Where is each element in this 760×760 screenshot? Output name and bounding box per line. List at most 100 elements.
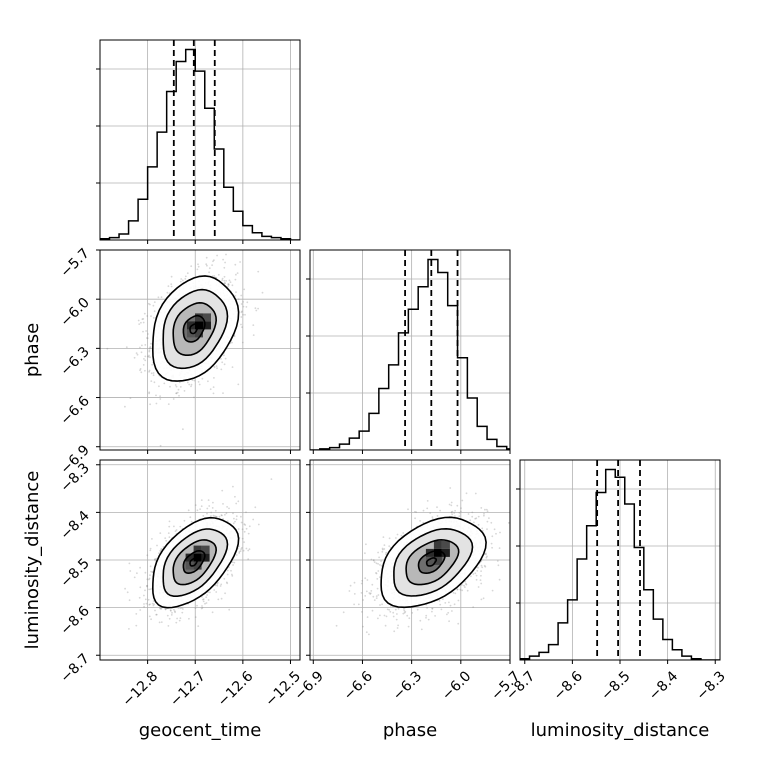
sample-point (142, 321, 145, 324)
sample-point (178, 619, 181, 622)
sample-point (227, 283, 230, 286)
sample-point (482, 597, 485, 600)
sample-point (245, 306, 248, 308)
histogram-panel-luminosity-distance (516, 459, 721, 664)
sample-point (170, 283, 173, 285)
sample-point (198, 383, 201, 386)
contour-line (162, 288, 229, 370)
density-layer (124, 478, 273, 630)
sample-point (212, 514, 215, 517)
sample-point (485, 556, 488, 559)
sample-point (160, 547, 163, 550)
sample-point (450, 501, 453, 504)
sample-point (150, 570, 153, 573)
sample-point (155, 402, 158, 405)
sample-point (159, 444, 162, 447)
sample-point (169, 609, 172, 612)
sample-point (353, 581, 356, 584)
sample-point (235, 502, 238, 505)
sample-point (453, 603, 456, 606)
sample-point (221, 361, 224, 364)
contour-line (151, 275, 240, 382)
sample-point (453, 512, 456, 514)
sample-point (221, 277, 224, 280)
sample-point (166, 614, 169, 617)
sample-point (379, 576, 381, 578)
sample-point (149, 574, 151, 577)
sample-point (167, 285, 170, 288)
sample-point (426, 507, 429, 510)
panel-frame (99, 39, 301, 241)
sample-point (175, 621, 178, 624)
sample-point (379, 614, 381, 617)
sample-point (475, 574, 478, 577)
sample-point (224, 513, 226, 516)
sample-point (209, 591, 211, 594)
sample-point (490, 542, 493, 545)
sample-point (148, 391, 151, 394)
sample-point (217, 273, 220, 276)
sample-point (460, 507, 462, 509)
sample-point (146, 315, 149, 317)
sample-point (201, 605, 203, 607)
sample-point (177, 388, 180, 391)
sample-point (270, 478, 273, 480)
sample-point (152, 304, 155, 307)
sample-point (242, 549, 245, 552)
sample-point (498, 578, 501, 581)
sample-point (154, 558, 156, 561)
sample-point (235, 518, 238, 521)
sample-point (175, 385, 178, 388)
sample-point (223, 266, 226, 269)
sample-point (133, 576, 136, 579)
sample-point (139, 368, 142, 370)
sample-point (499, 531, 501, 534)
sample-point (364, 595, 367, 597)
sample-point (493, 528, 496, 531)
sample-point (225, 280, 228, 282)
sample-point (456, 504, 459, 507)
sample-point (191, 379, 194, 381)
sample-point (362, 625, 364, 628)
sample-point (381, 603, 383, 606)
sample-point (481, 566, 484, 569)
sample-point (148, 347, 151, 350)
sample-point (129, 397, 132, 399)
sample-point (220, 358, 222, 360)
sample-point (126, 591, 129, 594)
sample-point (472, 573, 475, 575)
sample-point (241, 528, 244, 531)
density-cell (195, 329, 203, 338)
sample-point (510, 525, 512, 527)
sample-point (210, 511, 213, 514)
sample-point (395, 618, 398, 621)
sample-point (233, 335, 236, 337)
x-axis-label-phase: phase (383, 720, 437, 741)
sample-point (155, 557, 158, 560)
sample-point (153, 558, 156, 561)
sample-point (467, 513, 470, 515)
sample-point (231, 561, 234, 563)
sample-point (392, 611, 395, 614)
sample-point (375, 597, 378, 599)
sample-point (240, 515, 242, 518)
sample-point (459, 588, 462, 591)
sample-point (208, 271, 211, 274)
sample-point (496, 560, 499, 562)
sample-point (162, 546, 165, 548)
contour-line (405, 538, 460, 586)
sample-point (419, 520, 421, 522)
sample-point (175, 392, 178, 395)
sample-point (228, 507, 230, 510)
sample-point (388, 545, 391, 547)
density-cell (193, 561, 202, 570)
sample-point (206, 507, 209, 510)
sample-point (243, 288, 246, 291)
density-cell (203, 321, 211, 330)
sample-point (181, 279, 184, 282)
sample-point (243, 530, 246, 533)
sample-point (484, 552, 487, 555)
sample-point (226, 573, 229, 576)
sample-point (473, 521, 475, 524)
panel-frame (99, 249, 301, 451)
